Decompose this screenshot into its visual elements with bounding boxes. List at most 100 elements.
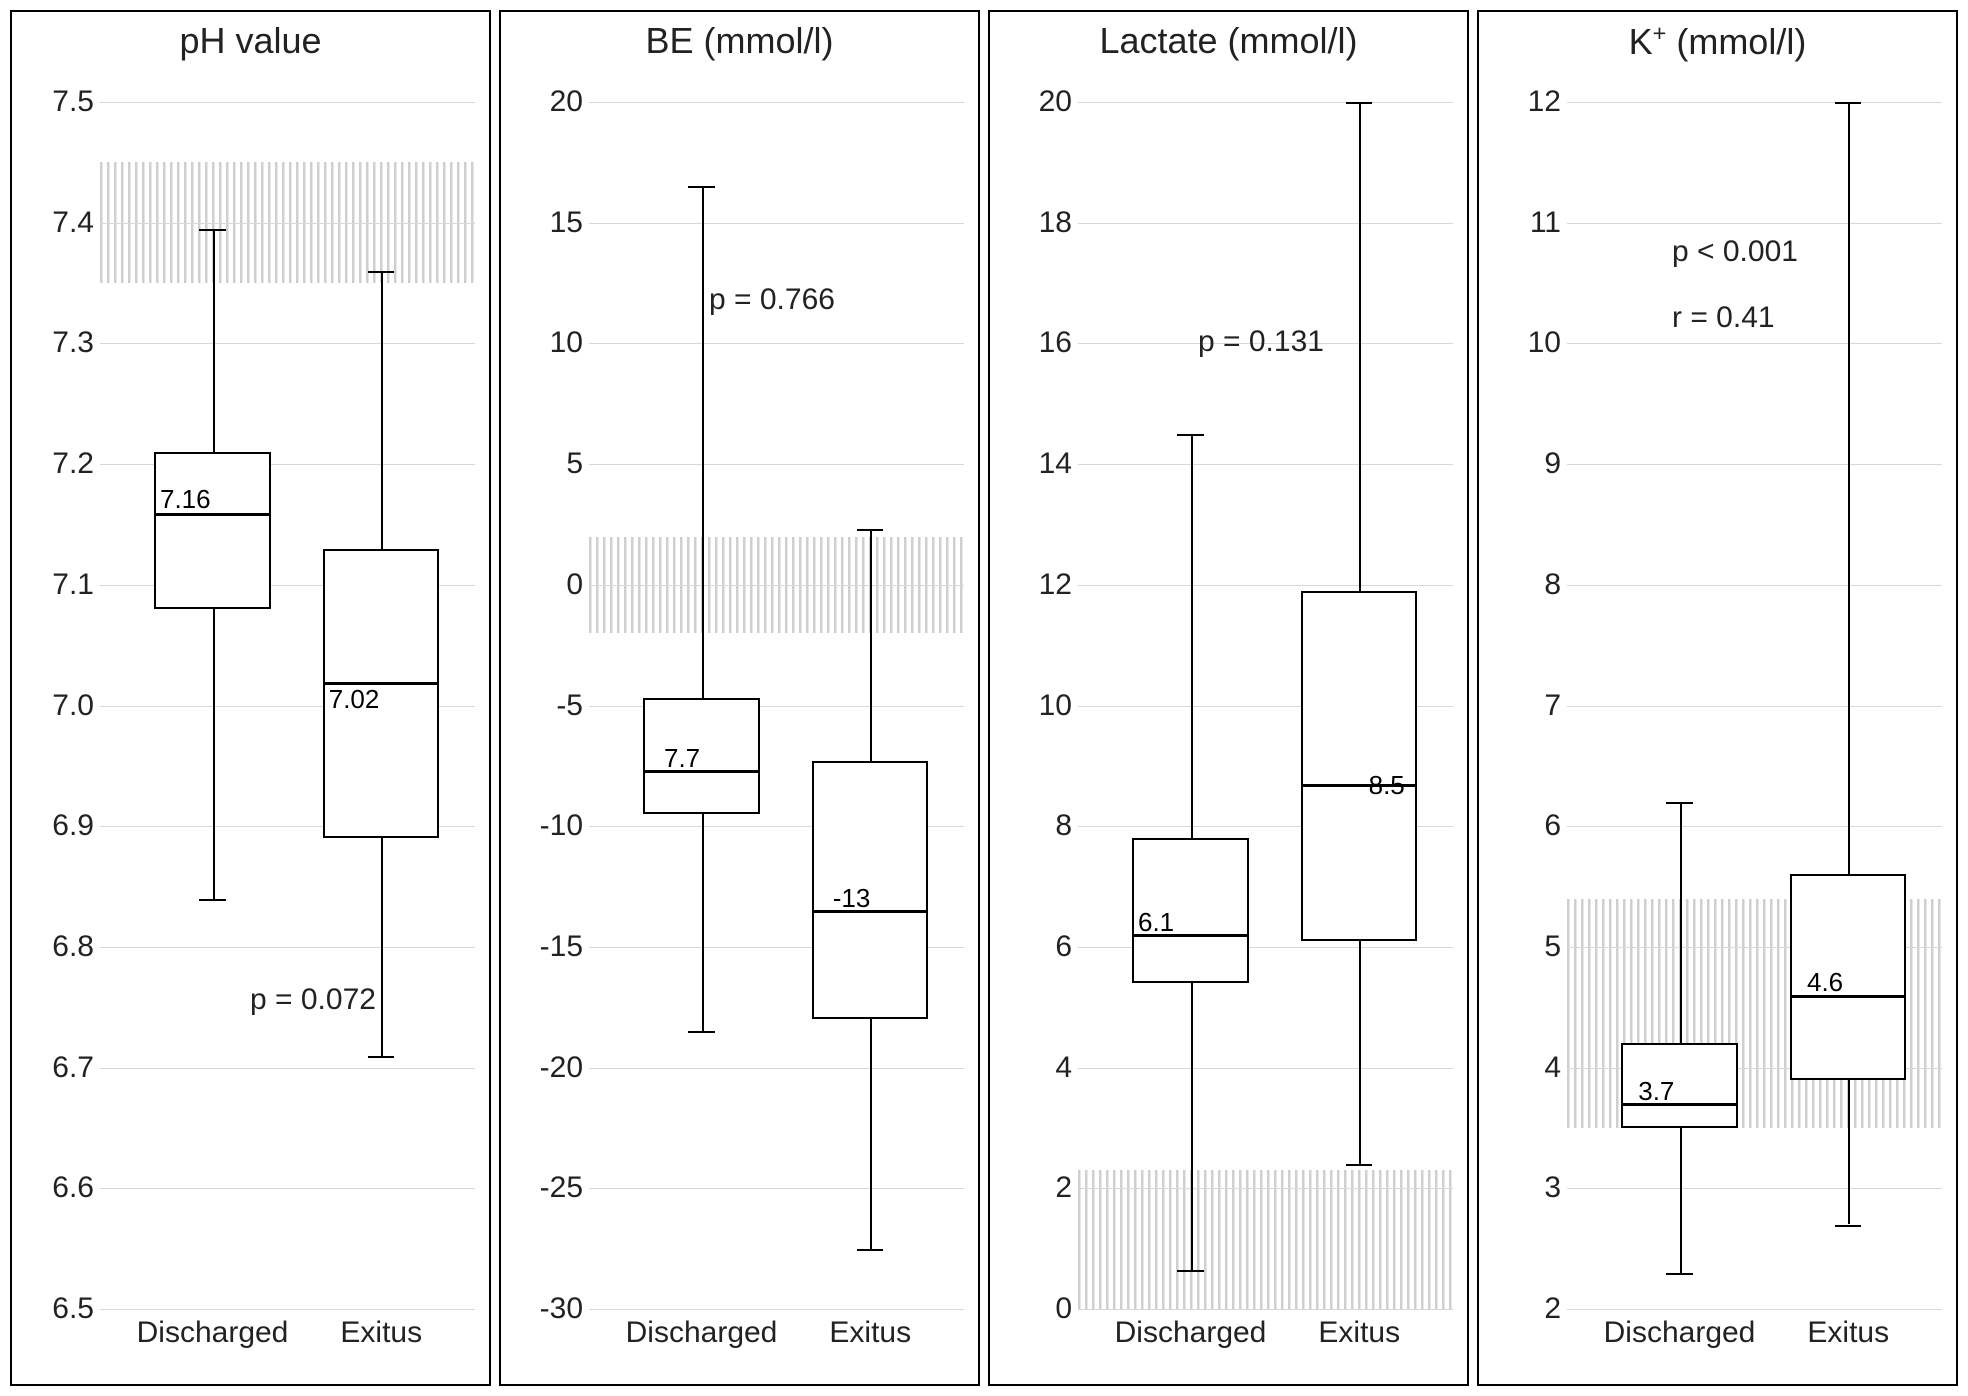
y-tick-label: -10 <box>511 809 583 843</box>
gridline <box>1078 464 1453 465</box>
stat-annotation: r = 0.41 <box>1672 301 1775 335</box>
gridline <box>589 102 964 103</box>
panel-title: BE (mmol/l) <box>501 20 978 62</box>
whisker-cap <box>368 1056 394 1058</box>
panel-title: K+ (mmol/l) <box>1479 20 1956 63</box>
y-tick-label: 10 <box>1000 689 1072 723</box>
whisker-upper <box>1680 802 1682 1043</box>
x-tick-label: Discharged <box>626 1316 778 1350</box>
y-tick-label: 12 <box>1000 568 1072 602</box>
y-tick-label: 2 <box>1489 1292 1561 1326</box>
whisker-cap <box>199 229 225 231</box>
median-value-label: -13 <box>833 883 871 914</box>
whisker-lower <box>381 838 383 1055</box>
panel-title: pH value <box>12 20 489 62</box>
whisker-upper <box>1359 102 1361 591</box>
gridline <box>1078 102 1453 103</box>
x-axis: DischargedExitus <box>1567 1316 1942 1366</box>
y-tick-label: 20 <box>511 85 583 119</box>
gridline <box>100 343 475 344</box>
whisker-cap <box>1666 802 1692 804</box>
whisker-cap <box>1346 102 1372 104</box>
y-tick-label: 7.0 <box>22 689 94 723</box>
gridline <box>100 1068 475 1069</box>
median-value-label: 6.1 <box>1138 907 1174 938</box>
plot-area: 024681012141618206.18.5p = 0.131 <box>1078 102 1453 1309</box>
median-value-label: 3.7 <box>1638 1076 1674 1107</box>
whisker-cap <box>199 899 225 901</box>
gridline <box>589 1068 964 1069</box>
y-tick-label: 0 <box>511 568 583 602</box>
gridline <box>100 1309 475 1310</box>
whisker-lower <box>1191 983 1193 1270</box>
whisker-cap <box>1666 1273 1692 1275</box>
y-tick-label: 5 <box>1489 930 1561 964</box>
whisker-lower <box>213 609 215 899</box>
gridline <box>100 1188 475 1189</box>
y-tick-label: 6.6 <box>22 1171 94 1205</box>
gridline <box>100 223 475 224</box>
gridline <box>1567 1188 1942 1189</box>
whisker-cap <box>688 186 714 188</box>
chart-panel: Lactate (mmol/l)024681012141618206.18.5p… <box>988 10 1469 1386</box>
whisker-lower <box>702 814 704 1031</box>
y-tick-label: 16 <box>1000 326 1072 360</box>
stat-annotation: p = 0.766 <box>709 283 835 317</box>
chart-panel: pH value 6.56.66.76.86.97.07.17.27.37.47.… <box>10 10 491 1386</box>
gridline <box>1567 223 1942 224</box>
plot-area: 6.56.66.76.86.97.07.17.27.37.47.57.167.0… <box>100 102 475 1309</box>
median-value-label: 7.16 <box>160 484 211 515</box>
x-tick-label: Discharged <box>137 1316 289 1350</box>
median-value-label: 8.5 <box>1369 770 1405 801</box>
y-tick-label: -15 <box>511 930 583 964</box>
y-tick-label: 18 <box>1000 206 1072 240</box>
median-value-label: 7.02 <box>329 684 380 715</box>
y-tick-label: 8 <box>1489 568 1561 602</box>
y-tick-label: -30 <box>511 1292 583 1326</box>
panel-title: Lactate (mmol/l) <box>990 20 1467 62</box>
y-tick-label: 14 <box>1000 447 1072 481</box>
gridline <box>100 102 475 103</box>
x-axis: Discharged Exitus <box>100 1316 475 1366</box>
x-tick-label: Discharged <box>1604 1316 1756 1350</box>
y-tick-label: 0 <box>1000 1292 1072 1326</box>
gridline <box>589 223 964 224</box>
y-tick-label: 7.2 <box>22 447 94 481</box>
x-axis: Discharged Exitus <box>589 1316 964 1366</box>
x-tick-label: Exitus <box>340 1316 422 1350</box>
y-tick-label: 7.5 <box>22 85 94 119</box>
y-tick-label: 10 <box>511 326 583 360</box>
reference-range-hatch <box>1078 1170 1453 1309</box>
y-tick-label: 12 <box>1489 85 1561 119</box>
y-tick-label: 20 <box>1000 85 1072 119</box>
gridline <box>589 585 964 586</box>
gridline <box>1078 223 1453 224</box>
whisker-lower <box>1359 941 1361 1164</box>
y-tick-label: 7.4 <box>22 206 94 240</box>
boxplot-median <box>644 770 758 773</box>
stat-annotation: p = 0.072 <box>250 983 376 1017</box>
whisker-cap <box>368 271 394 273</box>
whisker-upper <box>870 529 872 761</box>
y-tick-label: 2 <box>1000 1171 1072 1205</box>
whisker-lower <box>1680 1128 1682 1273</box>
y-tick-label: 6 <box>1489 809 1561 843</box>
whisker-cap <box>1835 1225 1861 1227</box>
whisker-cap <box>1177 1270 1203 1272</box>
gridline <box>589 1309 964 1310</box>
y-tick-label: -5 <box>511 689 583 723</box>
whisker-upper <box>1191 434 1193 838</box>
y-tick-label: -25 <box>511 1171 583 1205</box>
gridline <box>589 1188 964 1189</box>
y-tick-label: 9 <box>1489 447 1561 481</box>
y-tick-label: 6.8 <box>22 930 94 964</box>
stat-annotation: p = 0.131 <box>1198 325 1324 359</box>
y-tick-label: 7.1 <box>22 568 94 602</box>
x-tick-label: Exitus <box>829 1316 911 1350</box>
gridline <box>1567 102 1942 103</box>
median-value-label: 7.7 <box>664 743 700 774</box>
whisker-upper <box>213 229 215 452</box>
y-tick-label: 5 <box>511 447 583 481</box>
whisker-upper <box>702 186 704 698</box>
y-tick-label: 11 <box>1489 206 1561 240</box>
